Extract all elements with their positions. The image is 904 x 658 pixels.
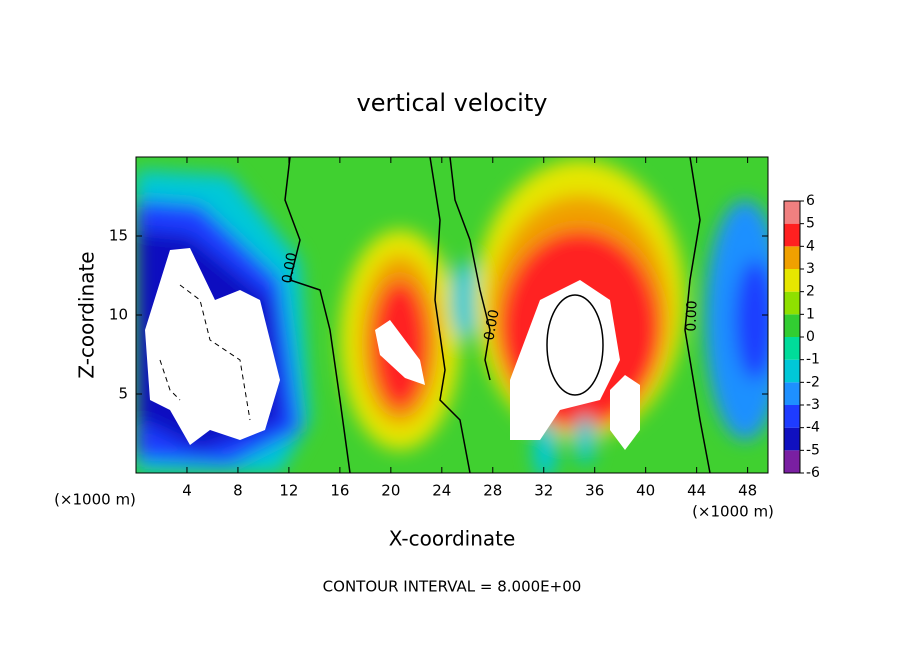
y-tick-label: 5 bbox=[118, 385, 128, 403]
x-tick-label: 12 bbox=[279, 482, 298, 500]
colorbar-swatch bbox=[784, 359, 800, 383]
chart-title: vertical velocity bbox=[357, 89, 548, 117]
colorbar-swatch bbox=[784, 337, 800, 360]
colorbar-swatch bbox=[784, 405, 800, 428]
contour-field bbox=[136, 157, 768, 473]
contour-label: 0.00 bbox=[481, 308, 502, 341]
x-tick-label: 4 bbox=[182, 482, 192, 500]
x-tick-label: 8 bbox=[233, 482, 243, 500]
colorbar-swatch bbox=[784, 427, 800, 451]
contour-label: 0.00 bbox=[683, 300, 700, 332]
x-unit-label: (×1000 m) bbox=[54, 491, 136, 509]
x-tick-label: 20 bbox=[381, 482, 400, 500]
colorbar-tick-label: 2 bbox=[806, 284, 815, 300]
colorbar-tick-label: 0 bbox=[806, 329, 815, 345]
colorbar-tick-label: -6 bbox=[806, 465, 820, 481]
y-axis-title: Z-coordinate bbox=[75, 251, 99, 378]
colorbar-swatch bbox=[784, 246, 800, 269]
colorbar-swatch bbox=[784, 201, 800, 224]
x-tick-label: 36 bbox=[585, 482, 604, 500]
colorbar-tick-label: 4 bbox=[806, 238, 815, 254]
y-tick-label: 10 bbox=[109, 306, 128, 324]
y-tick-label: 15 bbox=[109, 227, 128, 245]
colorbar-tick-label: -5 bbox=[806, 442, 820, 458]
x-axis-title: X-coordinate bbox=[389, 527, 516, 551]
colorbar-swatch bbox=[784, 382, 800, 405]
x-tick-label: 40 bbox=[636, 482, 655, 500]
colorbar-swatch bbox=[784, 314, 800, 337]
colorbar-tick-label: -4 bbox=[806, 420, 820, 436]
x-tick-label: 48 bbox=[738, 482, 757, 500]
x-tick-label: 32 bbox=[534, 482, 553, 500]
contour-label: 0.00 bbox=[279, 251, 300, 284]
colorbar-tick-label: -1 bbox=[806, 352, 820, 368]
x-tick-label: 24 bbox=[432, 482, 451, 500]
x-unit-label: (×1000 m) bbox=[692, 503, 774, 521]
colorbar-swatch bbox=[784, 269, 800, 292]
x-tick-label: 16 bbox=[330, 482, 349, 500]
x-tick-label: 28 bbox=[483, 482, 502, 500]
footer-note: CONTOUR INTERVAL = 8.000E+00 bbox=[323, 578, 582, 596]
colorbar-tick-label: 1 bbox=[806, 306, 815, 322]
colorbar-tick-label: 6 bbox=[806, 193, 815, 209]
colorbar-swatch bbox=[784, 450, 800, 473]
x-tick-label: 44 bbox=[687, 482, 706, 500]
colorbar-tick-label: -3 bbox=[806, 397, 820, 413]
colorbar-swatch bbox=[784, 223, 800, 247]
colorbar-tick-label: 5 bbox=[806, 216, 815, 232]
colorbar-tick-label: -2 bbox=[806, 374, 820, 390]
colorbar-swatch bbox=[784, 291, 800, 315]
colorbar-tick-label: 3 bbox=[806, 261, 815, 277]
